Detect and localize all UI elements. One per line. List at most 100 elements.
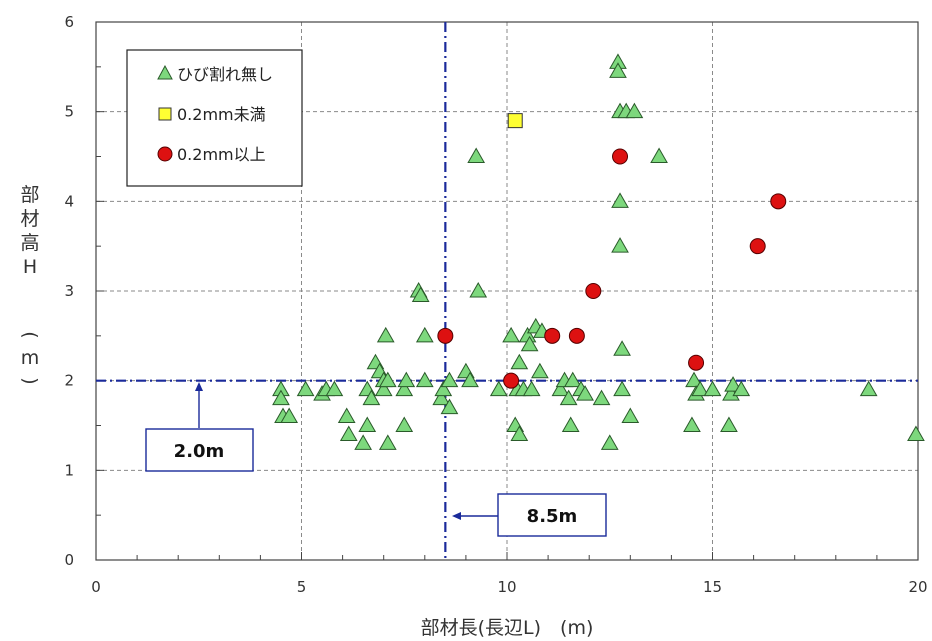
data-point-no-crack — [362, 389, 381, 406]
data-point-no-crack — [358, 416, 377, 432]
data-point-over-02mm — [503, 372, 520, 389]
data-point-no-crack — [611, 192, 629, 208]
axis-tick-labels: 0 5 10 15 20 0 1 2 3 4 5 6 — [64, 13, 927, 596]
data-point-no-crack — [691, 380, 710, 397]
data-point-no-crack — [510, 353, 529, 370]
y-axis-title-char: H — [23, 256, 37, 278]
data-point-no-crack — [650, 147, 668, 163]
data-point-no-crack — [510, 425, 529, 441]
data-point-no-crack — [280, 407, 299, 424]
data-point-no-crack — [551, 380, 570, 397]
data-point-no-crack — [415, 326, 434, 343]
data-point-no-crack — [611, 237, 629, 253]
data-point-no-crack — [434, 380, 453, 397]
data-point-over-02mm — [688, 354, 705, 371]
legend-circle-marker — [157, 146, 173, 162]
data-point-no-crack — [415, 371, 434, 388]
data-point-no-crack — [859, 380, 878, 397]
callout-2m: 2.0m — [145, 382, 254, 472]
data-point-no-crack — [576, 385, 594, 401]
y-tick-label: 5 — [64, 103, 74, 121]
data-point-no-crack — [720, 416, 738, 432]
legend-label-over-02mm: 0.2mm以上 — [177, 145, 266, 164]
data-point-over-02mm — [749, 238, 766, 255]
y-tick-label: 4 — [64, 192, 74, 210]
data-point-over-02mm — [585, 283, 602, 299]
data-point-no-crack — [376, 326, 395, 343]
y-axis-title-char: 高 — [20, 232, 39, 254]
callout-85m-label: 8.5m — [527, 506, 578, 527]
data-point-no-crack — [489, 380, 508, 397]
data-point-no-crack — [325, 380, 344, 397]
data-point-no-crack — [440, 371, 459, 388]
callout-2m-arrowhead — [195, 382, 203, 391]
y-axis-title-char: 材 — [20, 208, 39, 230]
data-point-no-crack — [469, 281, 488, 298]
legend-box — [126, 49, 303, 187]
data-point-over-02mm — [770, 193, 787, 210]
data-point-no-crack — [600, 434, 619, 450]
data-point-no-crack — [378, 434, 397, 450]
y-tick-label: 2 — [64, 372, 74, 390]
data-point-no-crack — [467, 147, 486, 163]
data-point-no-crack — [354, 434, 373, 450]
data-point-no-crack — [559, 389, 578, 406]
data-point-no-crack — [432, 389, 451, 406]
data-point-no-crack — [395, 416, 414, 432]
data-point-no-crack — [703, 380, 722, 397]
x-tick-label: 15 — [703, 578, 722, 596]
data-point-over-02mm — [437, 327, 454, 344]
data-point-no-crack — [374, 380, 393, 397]
data-point-no-crack — [592, 389, 611, 406]
data-point-no-crack — [337, 407, 356, 424]
callout-85m-box — [497, 493, 607, 537]
data-point-no-crack — [502, 326, 520, 343]
callout-85m-arrowhead — [452, 512, 461, 520]
data-point-no-crack — [411, 286, 430, 302]
data-point-no-crack — [440, 398, 459, 415]
data-point-over-02mm — [612, 148, 629, 165]
data-point-no-crack — [724, 376, 742, 392]
legend-square-marker — [158, 107, 172, 121]
data-point-no-crack — [907, 425, 925, 441]
y-tick-label: 1 — [64, 461, 74, 479]
x-tick-label: 10 — [497, 578, 516, 596]
y-tick-label: 3 — [64, 282, 74, 300]
data-point-no-crack — [613, 340, 631, 356]
data-point-over-02mm — [544, 327, 561, 344]
legend-triangle-marker — [157, 64, 173, 80]
reference-lines — [96, 22, 918, 560]
data-point-no-crack — [561, 416, 580, 432]
data-point-over-02mm — [568, 327, 585, 344]
data-point-no-crack — [613, 380, 631, 397]
data-point-no-crack — [378, 371, 397, 388]
data-points — [272, 53, 925, 450]
axis-tick-marks — [95, 21, 919, 561]
data-point-no-crack — [522, 380, 541, 397]
y-axis-title-char: ) — [19, 377, 41, 384]
data-point-no-crack — [625, 102, 644, 119]
x-tick-label: 5 — [297, 578, 307, 596]
data-point-no-crack — [397, 371, 416, 388]
y-axis-title-char: ( — [19, 331, 41, 338]
y-tick-label: 0 — [64, 551, 74, 569]
data-point-no-crack — [272, 389, 290, 406]
legend-label-no-crack: ひび割れ無し — [177, 65, 273, 84]
y-axis-title-char: 部 — [20, 184, 39, 206]
x-axis-title: 部材長(長辺L) (m) — [421, 617, 594, 639]
data-point-no-crack — [683, 416, 701, 432]
x-tick-label: 0 — [91, 578, 101, 596]
data-point-no-crack — [461, 371, 479, 388]
legend-label-under-02mm: 0.2mm未満 — [177, 105, 266, 124]
callout-85m: 8.5m — [452, 493, 607, 537]
data-point-no-crack — [296, 380, 315, 397]
data-point-no-crack — [520, 335, 539, 352]
legend: ひび割れ無し 0.2mm未満 0.2mm以上 — [126, 49, 303, 187]
y-tick-label: 6 — [64, 13, 74, 31]
data-point-no-crack — [685, 371, 703, 388]
data-point-no-crack — [732, 380, 751, 397]
data-point-no-crack — [531, 362, 549, 379]
data-point-no-crack — [395, 380, 414, 397]
